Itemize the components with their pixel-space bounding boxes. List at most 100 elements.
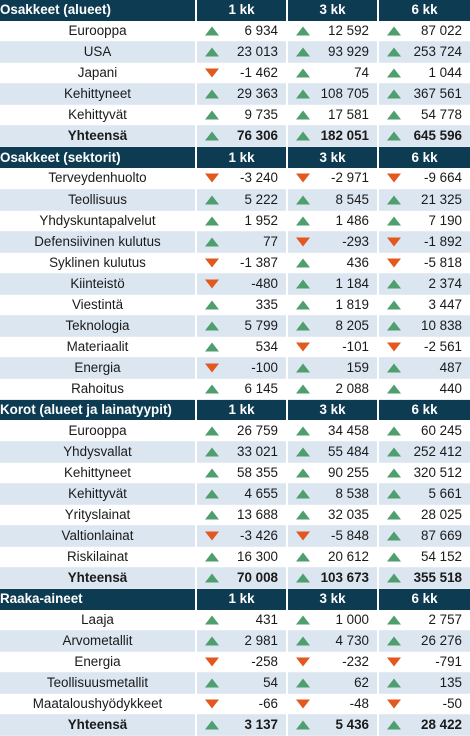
value-cell: -1 387	[195, 252, 287, 274]
arrow-up-icon	[387, 89, 401, 99]
row-label: Yhdysvallat	[0, 441, 196, 463]
period-header: 1 kk	[195, 146, 287, 169]
arrow-up-icon	[205, 26, 219, 36]
value-number: 7 190	[428, 212, 462, 228]
value-cell: -101	[286, 336, 378, 358]
value-number: 2 981	[244, 633, 278, 648]
section-title: Raaka-aineet	[0, 588, 196, 610]
arrow-up-icon	[296, 216, 310, 225]
table-row: Kehittyneet 29 363 108 705 367 561	[0, 83, 470, 106]
value-cell: 367 561	[377, 83, 470, 106]
row-label: Energia	[0, 651, 196, 673]
value-cell: 55 484	[286, 441, 378, 463]
arrow-up-icon	[205, 195, 219, 204]
table-row: Materiaalit 534 -101 -2 561	[0, 336, 470, 358]
value-cell: 28 025	[377, 504, 470, 526]
value-number: 5 661	[428, 485, 462, 501]
value-cell: 34 458	[286, 420, 378, 442]
value-cell: 6 145	[195, 378, 287, 400]
table-row: Defensiivinen kulutus 77 -293 -1 892	[0, 231, 470, 253]
arrow-up-icon	[205, 342, 219, 351]
arrow-up-icon	[296, 195, 310, 204]
arrow-up-icon	[296, 26, 310, 36]
row-label: Kiinteistö	[0, 273, 196, 295]
value-cell: 108 705	[286, 83, 378, 106]
table-row: Teollisuusmetallit 54 62 135	[0, 672, 470, 694]
row-label: Maataloushyödykkeet	[0, 693, 196, 715]
value-cell: 534	[195, 336, 287, 358]
value-cell: -9 664	[377, 168, 470, 190]
table-row: Valtionlainat -3 426 -5 848 87 669	[0, 525, 470, 547]
value-cell: -232	[286, 651, 378, 673]
arrow-up-icon	[205, 573, 219, 583]
arrow-down-icon	[205, 279, 219, 288]
value-cell: -2 971	[286, 168, 378, 190]
value-number: 367 561	[413, 86, 462, 102]
arrow-up-icon	[296, 468, 310, 478]
arrow-up-icon	[296, 131, 310, 141]
row-label: Yhteensä	[0, 714, 196, 736]
value-number: 2 757	[428, 611, 462, 627]
value-number: -50	[442, 696, 462, 711]
value-cell: 54	[195, 672, 287, 694]
value-cell: 62	[286, 672, 378, 694]
value-number: 87 669	[421, 527, 462, 543]
value-cell: 29 363	[195, 83, 287, 106]
value-cell: 74	[286, 62, 378, 85]
value-number: -9 664	[424, 170, 462, 186]
period-header: 1 kk	[195, 588, 287, 610]
table-row: Viestintä 335 1 819 3 447	[0, 294, 470, 316]
table-row: Kehittyvät 9 735 17 581 54 778	[0, 104, 470, 127]
value-number: 55 484	[328, 443, 369, 459]
value-number: 645 596	[413, 128, 462, 144]
arrow-up-icon	[387, 384, 401, 393]
row-label: Teknologia	[0, 315, 196, 337]
arrow-up-icon	[387, 636, 401, 646]
arrow-up-icon	[205, 447, 219, 457]
value-number: -48	[349, 696, 369, 711]
value-number: 2 088	[335, 380, 369, 396]
arrow-up-icon	[205, 720, 219, 730]
value-number: 252 412	[413, 443, 462, 459]
row-label: Rahoitus	[0, 378, 196, 400]
arrow-down-icon	[205, 531, 219, 541]
arrow-up-icon	[205, 468, 219, 478]
value-number: 9 735	[244, 107, 278, 123]
arrow-up-icon	[205, 426, 219, 436]
row-label: Riskilainat	[0, 546, 196, 568]
period-header: 1 kk	[195, 0, 287, 21]
value-cell: 7 190	[377, 210, 470, 232]
value-number: 4 730	[335, 633, 369, 648]
arrow-up-icon	[296, 447, 310, 457]
row-label: Yhdyskuntapalvelut	[0, 210, 196, 232]
value-cell: -3 240	[195, 168, 287, 190]
value-cell: 9 735	[195, 104, 287, 127]
arrow-up-icon	[296, 321, 310, 330]
value-cell: 87 669	[377, 525, 470, 547]
section-header-korot: Korot (alueet ja lainatyypit) 1 kk 3 kk 6 k…	[0, 399, 470, 421]
arrow-down-icon	[296, 531, 310, 541]
arrow-down-icon	[205, 699, 219, 709]
value-cell: 93 929	[286, 41, 378, 64]
arrow-down-icon	[296, 173, 310, 183]
value-number: 62	[354, 675, 369, 690]
value-cell: -50	[377, 693, 470, 715]
value-number: 77	[263, 233, 278, 249]
arrow-up-icon	[387, 510, 401, 520]
value-cell: 1 000	[286, 609, 378, 631]
value-number: 135	[439, 675, 462, 690]
value-cell: -48	[286, 693, 378, 715]
value-cell: 5 222	[195, 189, 287, 211]
value-cell: 103 673	[286, 567, 378, 589]
value-number: -232	[342, 654, 369, 669]
value-number: 436	[346, 254, 369, 270]
arrow-down-icon	[205, 173, 219, 183]
value-cell: 135	[377, 672, 470, 694]
arrow-up-icon	[387, 321, 401, 330]
arrow-up-icon	[387, 468, 401, 478]
arrow-up-icon	[296, 47, 310, 57]
arrow-up-icon	[205, 300, 219, 309]
value-cell: 60 245	[377, 420, 470, 442]
arrow-up-icon	[387, 447, 401, 457]
value-cell: 5 436	[286, 714, 378, 736]
